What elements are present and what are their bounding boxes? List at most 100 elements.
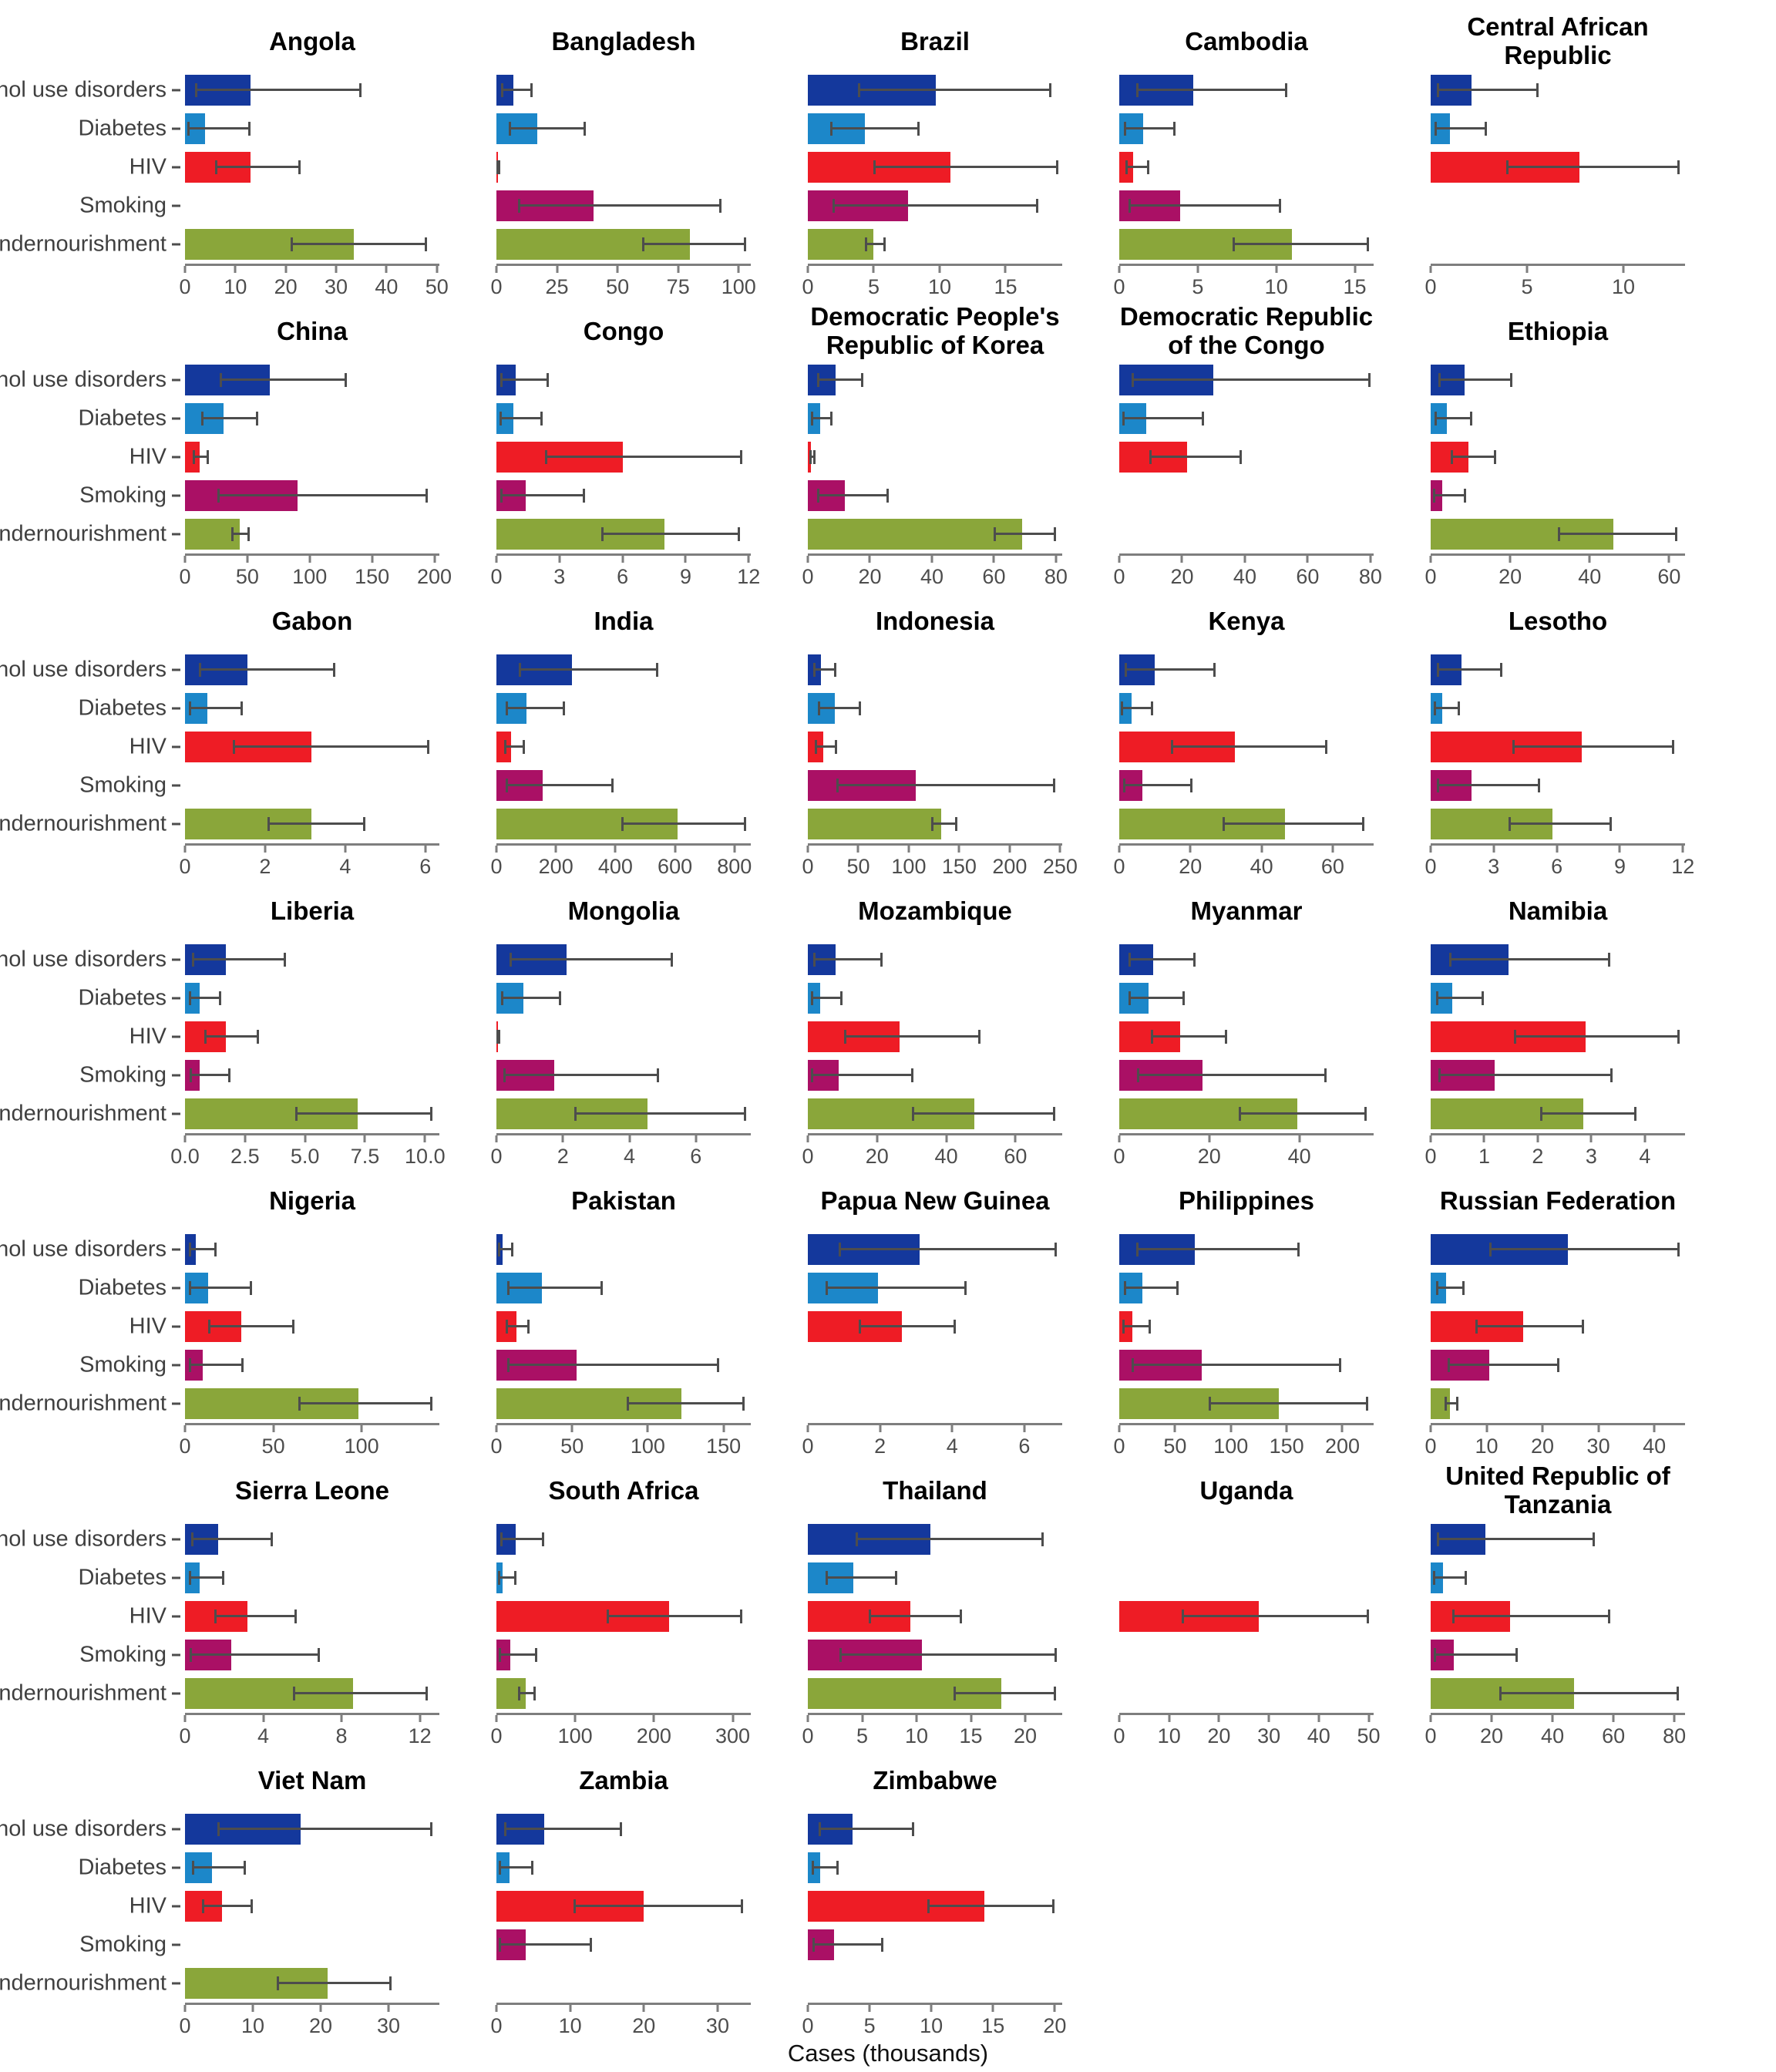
errorbar-alcohol (199, 663, 335, 677)
plot-area (185, 71, 439, 266)
x-tick-mark (1589, 1135, 1593, 1142)
errorbar-line (498, 1943, 593, 1946)
x-axis-ticks: 0 200 400 600 800 (490, 846, 752, 880)
errorbar-cap-left (498, 1861, 501, 1875)
errorbar-line (1122, 417, 1204, 419)
errorbar-cap-right (738, 527, 741, 541)
errorbar-cap-right (535, 1648, 538, 1662)
errorbar-undernourishment (1238, 1107, 1367, 1121)
x-tick-mark (183, 846, 187, 853)
errorbar-smoking (217, 489, 429, 503)
errorbar-hiv (496, 1030, 501, 1044)
x-tick-mark (674, 846, 677, 853)
errorbar-cap-right (910, 1068, 913, 1082)
errorbar-hiv (1125, 160, 1149, 174)
errorbar-line (189, 707, 244, 709)
errorbar-cap-right (547, 373, 550, 387)
errorbar-smoking (817, 489, 889, 503)
category-label: Alcohol use disorders (0, 367, 166, 392)
x-tick-mark (1275, 266, 1278, 273)
y-tick-mark (172, 1325, 180, 1328)
x-tick-mark (642, 2005, 645, 2012)
x-tick-label: 100 (292, 565, 328, 588)
errorbar-line (1238, 1112, 1367, 1115)
plot-area (496, 361, 751, 556)
errorbar-diabetes (1434, 701, 1461, 715)
errorbar-cap-left (188, 1243, 191, 1256)
x-tick-mark (732, 1715, 734, 1722)
panel-row: Alcohol use disorders Diabetes HIV Smoking U… (0, 590, 1776, 880)
errorbar-line (190, 1538, 274, 1540)
x-tick-mark (1189, 846, 1192, 853)
x-tick-label: 10 (240, 2014, 265, 2037)
y-tick-mark (172, 1287, 180, 1290)
errorbar-line (812, 1943, 883, 1946)
panel-title-line: United Republic of (1445, 1462, 1670, 1490)
x-tick-label: 2 (259, 855, 271, 878)
x-tick-mark (1054, 556, 1058, 563)
x-tick-label: 100 (721, 275, 756, 298)
errorbar-smoking (499, 1648, 538, 1662)
x-axis-ticks: 0 20 40 60 (802, 1135, 1062, 1169)
errorbar-cap-right (240, 701, 244, 715)
errorbar-line (1436, 1287, 1465, 1289)
panel-philippines: Philippines 0 50 100 150 200 (1113, 1170, 1431, 1460)
category-label: Smoking (79, 772, 166, 798)
errorbar-cap-left (501, 991, 504, 1005)
x-axis-ticks: 0 2 4 6 (490, 1135, 751, 1169)
errorbar-line (856, 1538, 1044, 1540)
x-tick-label: 200 (992, 855, 1028, 878)
x-tick-label: 2 (1532, 1145, 1544, 1168)
errorbar-cap-right (228, 1068, 231, 1082)
errorbar-hiv (1170, 740, 1327, 754)
category-label: Undernourishment (0, 1391, 166, 1416)
x-axis-ticks: 0 5 10 (1424, 266, 1685, 300)
x-tick-mark (495, 266, 498, 273)
errorbar-line (1498, 1692, 1680, 1694)
errorbar-line (1445, 1402, 1459, 1404)
errorbar-cap-right (345, 373, 348, 387)
errorbar-line (1432, 494, 1467, 496)
plot-area (1431, 361, 1685, 556)
errorbar-cap-left (1128, 991, 1131, 1005)
errorbar-cap-left (506, 1358, 510, 1372)
errorbar-diabetes (189, 701, 244, 715)
x-tick-label: 40 (1578, 565, 1602, 588)
errorbar-cap-right (1482, 991, 1485, 1005)
errorbar-cap-right (1182, 991, 1185, 1005)
errorbar-cap-left (1450, 450, 1453, 464)
plot-area (185, 1230, 439, 1425)
errorbar-line (510, 958, 673, 960)
errorbar-alcohol (838, 1243, 1057, 1256)
errorbar-cap-right (833, 663, 836, 677)
errorbar-undernourishment (298, 1397, 432, 1411)
y-tick-mark (172, 784, 180, 787)
x-tick-label: 4 (946, 1435, 958, 1458)
y-tick-mark (172, 1982, 180, 1985)
errorbar-cap-right (206, 450, 209, 464)
x-tick-label: 4 (339, 855, 352, 878)
errorbar-hiv (1512, 740, 1675, 754)
x-tick-mark (806, 846, 809, 853)
errorbar-cap-right (562, 701, 565, 715)
x-axis-ticks: 0 20 40 60 (1424, 556, 1685, 590)
x-tick-label: 10 (1611, 275, 1636, 298)
panel-title-line: Nigeria (269, 1186, 355, 1215)
errorbar-hiv (233, 740, 429, 754)
errorbar-undernourishment (291, 237, 427, 251)
plot-area (185, 1520, 439, 1715)
errorbar-alcohol (500, 373, 550, 387)
x-tick-mark (1429, 846, 1432, 853)
errorbar-cap-right (510, 1243, 513, 1256)
x-tick-label: 0 (1113, 275, 1125, 298)
errorbar-cap-left (836, 779, 839, 792)
errorbar-line (498, 1576, 516, 1579)
errorbar-cap-left (499, 1648, 502, 1662)
x-tick-label: 0 (179, 1724, 191, 1747)
panel-title-line: Angola (269, 26, 355, 56)
x-tick-label: 80 (1044, 565, 1068, 588)
panel-row: Alcohol use disorders Diabetes HIV Smoking U… (0, 301, 1776, 590)
panel-title-line: Gabon (271, 606, 353, 635)
errorbar-cap-right (1339, 1358, 1341, 1372)
x-tick-label: 20 (1043, 2014, 1067, 2037)
